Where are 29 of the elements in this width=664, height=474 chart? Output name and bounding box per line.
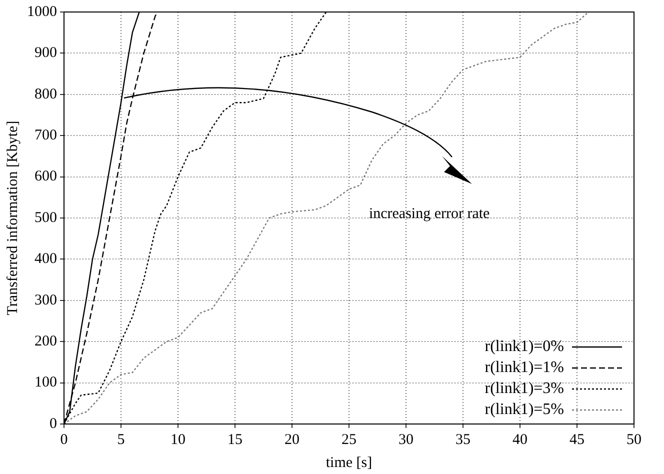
y-tick-label: 1000 [27, 4, 57, 20]
x-tick-label: 15 [228, 432, 242, 448]
x-tick-label: 35 [456, 432, 470, 448]
y-tick-label: 900 [34, 45, 57, 62]
x-tick-label: 20 [284, 432, 300, 448]
y-tick-label: 600 [34, 168, 57, 185]
y-tick-label: 400 [34, 251, 57, 268]
x-tick-label: 50 [626, 432, 642, 448]
y-tick-label: 200 [34, 334, 57, 350]
annotation: increasing error rate [368, 206, 490, 222]
y-tick-label: 100 [34, 374, 57, 391]
x-tick-label: 10 [170, 432, 186, 448]
y-tick-label: 0 [50, 416, 57, 432]
y-tick-label: 700 [34, 128, 57, 144]
x-axis-title: time [s] [326, 454, 372, 471]
y-axis-title: Transferred information [Kbyte] [4, 120, 21, 316]
legend-label: r(link1)=3% [484, 380, 564, 398]
x-tick-label: 0 [60, 432, 68, 448]
legend-label: r(link1)=0% [484, 338, 564, 356]
x-tick-label: 40 [512, 432, 528, 448]
legend-label: r(link1)=1% [484, 359, 564, 376]
x-tick-label: 5 [117, 432, 125, 448]
y-tick-label: 800 [34, 86, 57, 102]
y-tick-label: 300 [34, 292, 57, 308]
y-tick-label: 500 [34, 210, 57, 226]
x-tick-label: 45 [570, 432, 584, 448]
x-tick-label: 30 [398, 432, 414, 448]
legend-label: r(link1)=5% [484, 401, 564, 418]
x-tick-label: 25 [342, 432, 356, 448]
